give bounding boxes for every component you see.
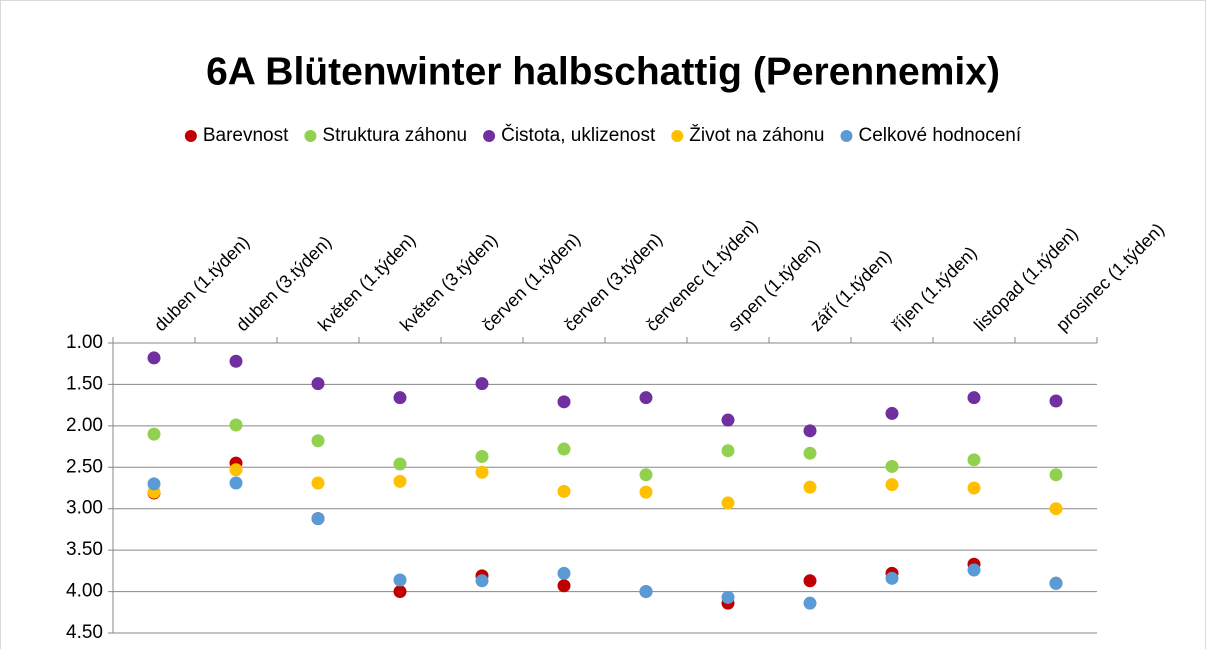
y-tick-label: 1.50: [66, 373, 103, 394]
data-point: [475, 450, 489, 464]
data-point: [393, 457, 407, 471]
legend-marker: [184, 130, 197, 142]
data-point: [803, 480, 817, 494]
data-point: [557, 566, 571, 580]
legend-label: Celkové hodnocení: [858, 125, 1021, 146]
data-point: [721, 590, 735, 604]
legend-label: Barevnost: [203, 125, 289, 146]
data-point: [885, 459, 899, 473]
data-point: [967, 391, 981, 405]
data-point: [803, 596, 817, 610]
data-point: [229, 354, 243, 368]
data-point: [803, 446, 817, 460]
y-tick-label: 4.00: [66, 581, 103, 602]
data-point: [1049, 468, 1063, 482]
data-point: [721, 496, 735, 510]
data-point: [885, 571, 899, 585]
legend-label: Struktura záhonu: [322, 125, 467, 146]
y-tick-label: 4.50: [66, 622, 103, 643]
data-point: [557, 442, 571, 456]
data-point: [557, 484, 571, 498]
data-point: [885, 406, 899, 420]
data-point: [967, 563, 981, 577]
data-point: [229, 418, 243, 432]
data-point: [393, 585, 407, 599]
data-point: [1049, 502, 1063, 516]
data-point: [721, 413, 735, 427]
y-tick-label: 3.00: [66, 498, 103, 519]
data-point: [475, 574, 489, 588]
y-tick-label: 3.50: [66, 539, 103, 560]
data-point: [639, 485, 653, 499]
data-point: [803, 574, 817, 588]
legend-marker: [840, 130, 853, 142]
legend-label: Čistota, uklizenost: [501, 124, 656, 146]
data-point: [229, 476, 243, 490]
data-point: [475, 465, 489, 479]
data-point: [967, 453, 981, 467]
data-point: [885, 478, 899, 492]
data-point: [393, 573, 407, 587]
data-point: [639, 585, 653, 599]
data-point: [557, 395, 571, 409]
data-point: [147, 351, 161, 365]
data-point: [311, 377, 325, 391]
data-point: [721, 444, 735, 458]
data-point: [639, 391, 653, 405]
y-tick-label: 2.50: [66, 456, 103, 477]
data-point: [311, 512, 325, 526]
legend-marker: [483, 130, 496, 142]
data-point: [147, 477, 161, 491]
data-point: [393, 474, 407, 488]
data-point: [1049, 576, 1063, 590]
legend-marker: [304, 130, 317, 142]
data-point: [147, 427, 161, 441]
data-point: [311, 434, 325, 448]
y-tick-label: 2.00: [66, 415, 103, 436]
data-point: [639, 468, 653, 482]
data-point: [557, 579, 571, 593]
data-point: [229, 463, 243, 477]
legend-marker: [671, 130, 684, 142]
data-point: [967, 481, 981, 495]
data-point: [393, 391, 407, 405]
data-point: [1049, 394, 1063, 408]
y-tick-label: 1.00: [66, 332, 103, 353]
data-point: [475, 377, 489, 391]
legend-label: Život na záhonu: [689, 124, 824, 146]
data-point: [803, 424, 817, 438]
chart-title: 6A Blütenwinter halbschattig (Perennemix…: [206, 50, 1000, 93]
data-point: [311, 476, 325, 490]
